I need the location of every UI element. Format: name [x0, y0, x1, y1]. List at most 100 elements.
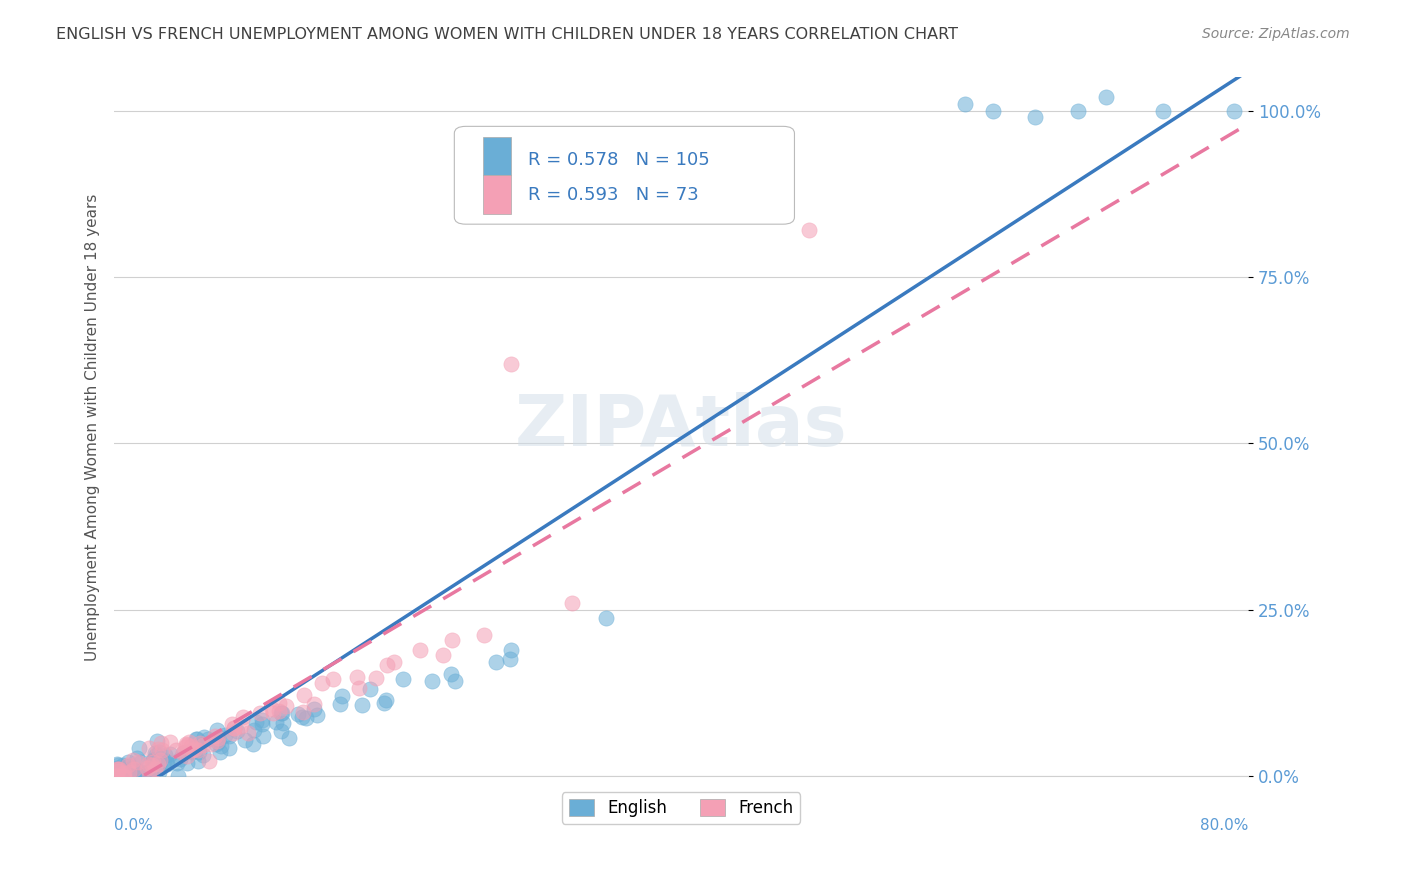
Point: [218, 729, 240, 743]
Point: [266, 714, 288, 729]
Point: [392, 672, 415, 686]
Point: [122, 766, 145, 780]
Point: [122, 764, 145, 779]
Point: [105, 761, 128, 775]
Point: [198, 755, 221, 769]
Point: [111, 766, 134, 780]
Point: [207, 731, 229, 745]
Point: [294, 688, 316, 702]
Point: [128, 764, 150, 779]
Point: [142, 753, 165, 767]
Point: [188, 736, 211, 750]
Point: [120, 766, 142, 780]
Point: [142, 754, 165, 768]
Point: [472, 627, 495, 641]
Point: [245, 714, 267, 729]
Point: [270, 706, 292, 721]
Text: ZIPAtlas: ZIPAtlas: [515, 392, 848, 461]
Point: [375, 693, 398, 707]
Point: [129, 756, 152, 770]
Point: [207, 734, 229, 748]
Point: [145, 747, 167, 762]
Point: [155, 754, 177, 768]
Point: [364, 671, 387, 685]
Point: [1024, 111, 1046, 125]
Point: [191, 748, 214, 763]
Text: Source: ZipAtlas.com: Source: ZipAtlas.com: [1202, 27, 1350, 41]
Point: [115, 767, 138, 781]
Point: [174, 737, 197, 751]
Point: [187, 745, 209, 759]
Point: [346, 670, 368, 684]
Point: [287, 707, 309, 722]
Point: [200, 737, 222, 751]
Point: [1152, 103, 1174, 118]
Point: [120, 766, 142, 780]
Point: [108, 769, 131, 783]
Point: [127, 756, 149, 770]
Text: 80.0%: 80.0%: [1199, 818, 1249, 833]
Point: [226, 724, 249, 739]
FancyBboxPatch shape: [482, 136, 510, 175]
Point: [207, 731, 229, 745]
Point: [118, 765, 141, 780]
Point: [153, 748, 176, 763]
Point: [136, 764, 159, 779]
Point: [243, 723, 266, 737]
Point: [118, 762, 141, 776]
Point: [270, 723, 292, 738]
Point: [273, 715, 295, 730]
Point: [304, 697, 326, 711]
Point: [186, 732, 208, 747]
Point: [149, 754, 172, 768]
Point: [138, 740, 160, 755]
Point: [350, 698, 373, 712]
Point: [252, 714, 274, 728]
Point: [128, 741, 150, 756]
Point: [172, 746, 194, 760]
Point: [221, 717, 243, 731]
Point: [193, 730, 215, 744]
Point: [311, 675, 333, 690]
Point: [146, 734, 169, 748]
Point: [128, 769, 150, 783]
Point: [197, 732, 219, 747]
Point: [224, 721, 246, 735]
Point: [174, 739, 197, 754]
Point: [111, 758, 134, 772]
Point: [277, 731, 299, 745]
Point: [115, 767, 138, 781]
Point: [148, 745, 170, 759]
Point: [139, 765, 162, 780]
Point: [205, 734, 228, 748]
Legend: English, French: English, French: [562, 792, 800, 823]
Point: [107, 762, 129, 776]
Point: [145, 752, 167, 766]
Point: [127, 751, 149, 765]
Point: [440, 633, 463, 648]
Point: [501, 643, 523, 657]
Point: [981, 103, 1004, 118]
Point: [595, 611, 617, 625]
Point: [347, 681, 370, 695]
Text: R = 0.578   N = 105: R = 0.578 N = 105: [529, 151, 710, 169]
Text: 0.0%: 0.0%: [114, 818, 153, 833]
Point: [420, 673, 443, 688]
Point: [274, 699, 297, 714]
Point: [143, 746, 166, 760]
Point: [375, 658, 398, 673]
Point: [184, 732, 207, 747]
Point: [797, 223, 820, 237]
Point: [107, 758, 129, 772]
Point: [1067, 103, 1090, 118]
Point: [180, 745, 202, 759]
Point: [176, 749, 198, 764]
Point: [112, 769, 135, 783]
Point: [111, 769, 134, 783]
Point: [124, 769, 146, 783]
Point: [105, 769, 128, 783]
Point: [141, 761, 163, 775]
Point: [148, 756, 170, 771]
Point: [117, 757, 139, 772]
Point: [440, 667, 463, 681]
